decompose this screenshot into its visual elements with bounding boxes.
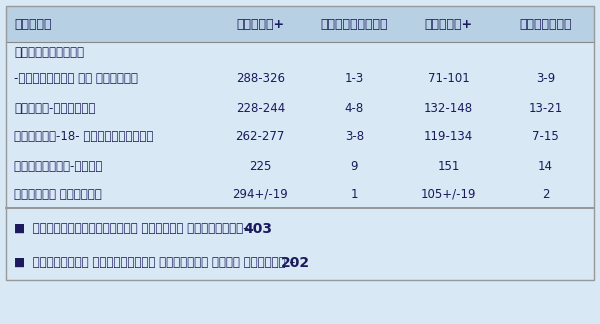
Text: 13-21: 13-21 — [529, 101, 563, 114]
Text: భాజపా+: భాజపా+ — [236, 17, 284, 30]
Text: 71-101: 71-101 — [428, 73, 469, 86]
Text: ఇండియాటుడే: ఇండియాటుడే — [14, 47, 84, 60]
Text: 151: 151 — [437, 159, 460, 172]
Bar — [6, 122, 594, 152]
Text: 2: 2 — [542, 188, 549, 201]
Text: ■  ఉత్తర్‌ప్రదేశ్‌లో మొత్తం స్థానాలు–: ■ ఉత్తర్‌ప్రదేశ్‌లో మొత్తం స్థానాలు– — [14, 223, 257, 236]
Bar — [6, 94, 594, 122]
Text: 3-8: 3-8 — [345, 131, 364, 144]
Text: 4-8: 4-8 — [345, 101, 364, 114]
Text: టుడేస్ చాణక్య: టుడేస్ చాణక్య — [14, 188, 102, 201]
Bar — [6, 42, 594, 64]
Text: ఎస్పీ+: ఎస్పీ+ — [424, 17, 473, 30]
Text: న్యూస్-18- మ్యాట్రిజ్: న్యూస్-18- మ్యాట్రిజ్ — [14, 131, 154, 144]
Text: కాంగ్రెస్: కాంగ్రెస్ — [320, 17, 388, 30]
Text: 105+/-19: 105+/-19 — [421, 188, 476, 201]
Text: బీఎస్పీ: బీఎస్పీ — [519, 17, 572, 30]
Text: ఏబీపీ-సీఓటర్: ఏబీపీ-సీఓటర్ — [14, 101, 95, 114]
Text: 7-15: 7-15 — [532, 131, 559, 144]
Text: 132-148: 132-148 — [424, 101, 473, 114]
Text: 202: 202 — [281, 256, 310, 270]
Text: 119-134: 119-134 — [424, 131, 473, 144]
Text: 1: 1 — [350, 188, 358, 201]
Text: -యాక్షిస్ మై ఇండియా: -యాక్షిస్ మై ఇండియా — [14, 73, 138, 86]
Text: 294+/-19: 294+/-19 — [232, 188, 288, 201]
Bar — [6, 152, 594, 180]
Text: 403: 403 — [244, 222, 272, 236]
Text: 1-3: 1-3 — [345, 73, 364, 86]
Text: 288-326: 288-326 — [236, 73, 285, 86]
Text: టైమ్స్‌నా-వీటో: టైమ్స్‌నా-వీటో — [14, 159, 103, 172]
Text: 9: 9 — [350, 159, 358, 172]
Text: ■  ప్రభుత్వ ఏర్పాటుకు అవసరమైన కనీస సీట్లు –: ■ ప్రభుత్వ ఏర్పాటుకు అవసరమైన కనీస సీట్లు… — [14, 257, 303, 270]
Bar — [6, 64, 594, 94]
Bar — [6, 6, 594, 280]
Text: 14: 14 — [538, 159, 553, 172]
Bar — [6, 6, 594, 42]
Text: సంస్థ: సంస్థ — [14, 17, 52, 30]
Text: 3-9: 3-9 — [536, 73, 555, 86]
Text: 262-277: 262-277 — [236, 131, 285, 144]
Text: 225: 225 — [249, 159, 271, 172]
Text: 228-244: 228-244 — [236, 101, 285, 114]
Bar — [6, 180, 594, 208]
